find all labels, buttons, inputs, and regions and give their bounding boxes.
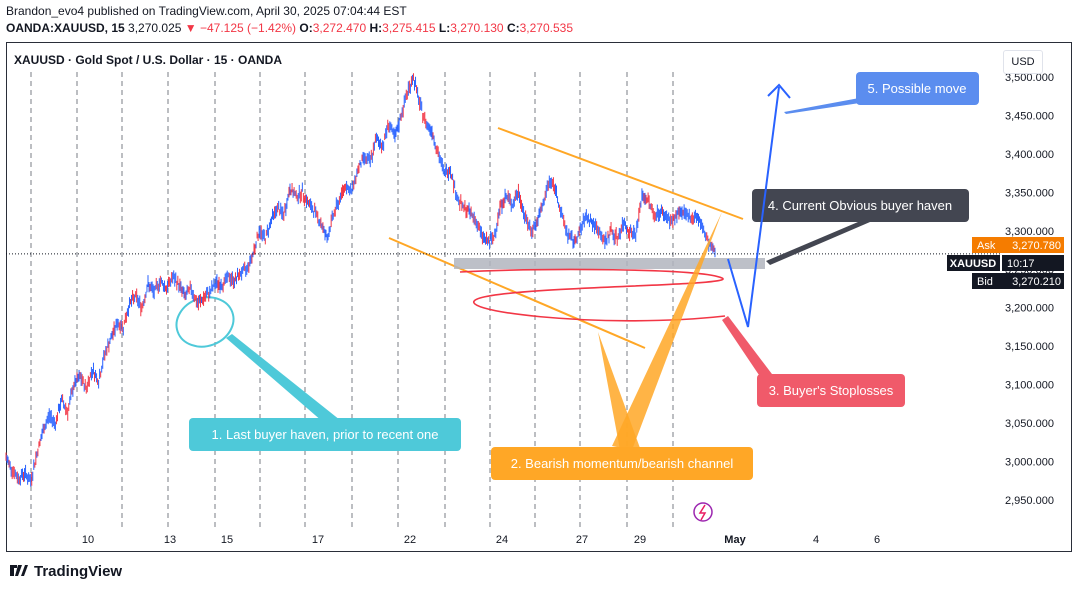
y-tick-label: 3,500.000: [1005, 72, 1054, 84]
close-label: C:: [506, 21, 520, 35]
currency-button[interactable]: USD: [1003, 50, 1043, 74]
possible-move-path: [727, 86, 780, 328]
y-tick-label: 3,300.000: [1005, 226, 1054, 238]
annotation-2-pointer-right: [612, 212, 722, 450]
x-tick-label: 29: [634, 534, 646, 546]
annotation-2-box: [491, 447, 753, 480]
high-value: 3,275.415: [382, 21, 436, 35]
annotation-4-box: [752, 189, 969, 222]
y-tick-label: 3,200.000: [1005, 303, 1054, 315]
bid-tag: [972, 273, 1064, 289]
ask-value: 3,270.780: [1012, 240, 1061, 252]
tradingview-logo-icon: [10, 564, 28, 576]
open-value: 3,272.470: [312, 21, 367, 35]
annotation-5[interactable]: 5. Possible move: [784, 72, 979, 114]
annotation-3-box: [757, 374, 905, 407]
annotation-1-box: [189, 418, 461, 451]
annotation-2-text: 2. Bearish momentum/bearish channel: [511, 456, 734, 471]
last-price: 3,270.025: [128, 21, 182, 35]
publish-info: Brandon_evo4 published on TradingView.co…: [6, 4, 407, 18]
close-value: 3,270.535: [519, 21, 573, 35]
x-tick-label: 17: [312, 534, 324, 546]
low-value: 3,270.130: [450, 21, 504, 35]
vertical-gridlines: [30, 72, 674, 527]
symbol-tag-label: XAUUSD: [950, 258, 997, 270]
annotation-2[interactable]: 2. Bearish momentum/bearish channel: [491, 212, 753, 480]
annotation-5-text: 5. Possible move: [868, 81, 967, 96]
annotation-4-pointer: [766, 222, 870, 265]
footer-brand-text: TradingView: [34, 563, 123, 580]
annotation-3-pointer: [722, 316, 778, 384]
open-label: O:: [299, 21, 313, 35]
x-axis: 10 13 15 17 22 24 27 29 May 4 6: [82, 534, 880, 546]
ohlc-line: OANDA:XAUUSD, 15 3,270.025 ▼ −47.125 (−1…: [6, 21, 573, 35]
footer-brand[interactable]: TradingView: [8, 563, 122, 580]
symbol-label: OANDA:XAUUSD, 15: [6, 21, 125, 35]
y-tick-label: 3,000.000: [1005, 457, 1054, 469]
bid-value: 3,270.210: [1012, 276, 1061, 288]
possible-move-arrowhead: [767, 83, 791, 99]
x-tick-label: 15: [221, 534, 233, 546]
x-tick-label: 22: [404, 534, 416, 546]
annotation-1-pointer: [226, 334, 345, 428]
y-tick-label: 2,950.000: [1005, 495, 1054, 507]
annotation-1-text: 1. Last buyer haven, prior to recent one: [212, 427, 439, 442]
x-tick-label: 24: [496, 534, 508, 546]
price-tags: Ask 3,270.780 XAUUSD 10:17 Bid 3,270.210: [947, 237, 1064, 289]
ask-label: Ask: [977, 240, 996, 252]
candles-series: [5, 73, 716, 487]
countdown-tag: [1002, 255, 1064, 271]
countdown-value: 10:17: [1007, 258, 1035, 270]
chart-symbol-title: XAUUSD · Gold Spot / U.S. Dollar · 15 · …: [14, 53, 283, 67]
y-axis: 2,950.000 3,000.000 3,050.000 3,100.000 3,15…: [1005, 72, 1054, 507]
x-tick-label: May: [724, 534, 746, 546]
annotation-4-text: 4. Current Obvious buyer haven: [768, 198, 952, 213]
event-icon[interactable]: [693, 502, 713, 522]
y-tick-label: 3,100.000: [1005, 380, 1054, 392]
possible-move[interactable]: [727, 83, 791, 328]
bid-label: Bid: [977, 276, 993, 288]
x-tick-label: 13: [164, 534, 176, 546]
annotation-3[interactable]: 3. Buyer's Stoplosses: [722, 316, 905, 407]
ask-tag: [972, 237, 1064, 253]
stoploss-scribble[interactable]: [459, 268, 726, 322]
chart-frame: [6, 42, 1072, 552]
price-change: ▼ −47.125 (−1.42%): [184, 21, 297, 35]
low-label: L:: [438, 21, 451, 35]
x-tick-label: 27: [576, 534, 588, 546]
y-tick-label: 3,350.000: [1005, 187, 1054, 199]
x-tick-label: 10: [82, 534, 94, 546]
annotation-1[interactable]: 1. Last buyer haven, prior to recent one: [170, 290, 461, 451]
x-tick-label: 6: [874, 534, 880, 546]
high-label: H:: [369, 21, 383, 35]
annotation-4[interactable]: 4. Current Obvious buyer haven: [752, 189, 969, 265]
y-tick-label: 3,450.000: [1005, 110, 1054, 122]
y-tick-label: 3,400.000: [1005, 149, 1054, 161]
buyer-zone[interactable]: [454, 258, 765, 269]
annotation-5-box: [856, 72, 979, 105]
x-tick-label: 4: [813, 534, 819, 546]
y-tick-label: 3,150.000: [1005, 341, 1054, 353]
annotation-3-text: 3. Buyer's Stoplosses: [769, 383, 894, 398]
y-tick-label: 3,050.000: [1005, 418, 1054, 430]
channel-upper-line: [497, 127, 744, 220]
symbol-tag: [947, 255, 1000, 271]
